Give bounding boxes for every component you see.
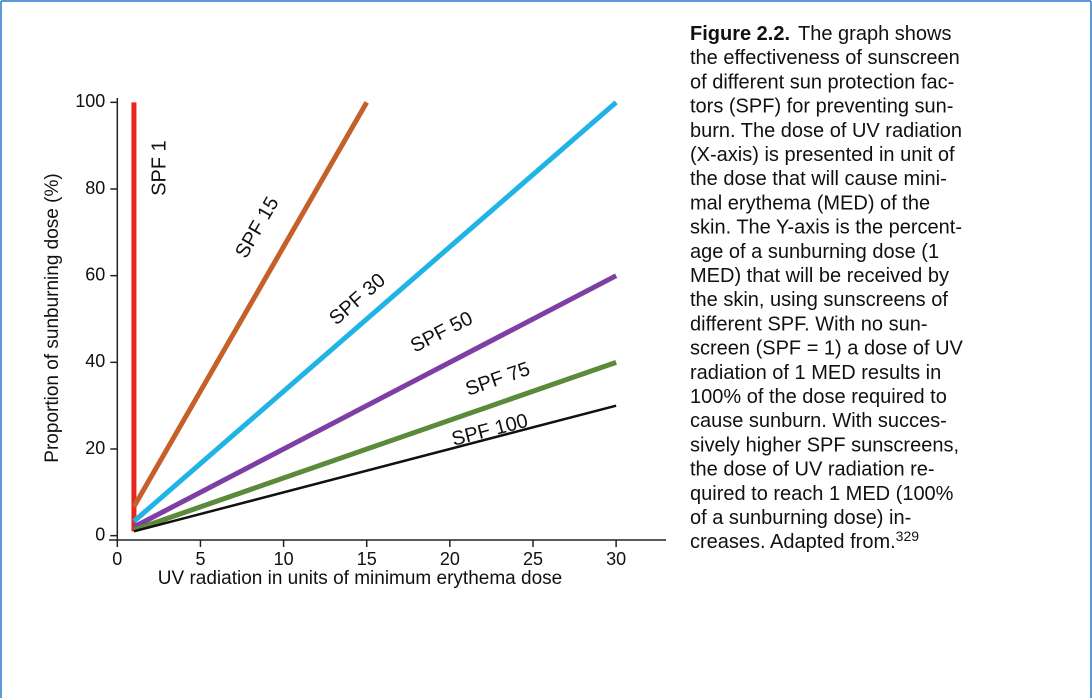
caption-text: creases. Adapted from. bbox=[690, 531, 896, 553]
caption-line: cause sunburn. With succes- bbox=[690, 410, 947, 432]
x-tick-label: 10 bbox=[274, 549, 294, 569]
caption-text: tors (SPF) for preventing sun- bbox=[690, 96, 953, 118]
caption-text: age of a sunburning dose (1 bbox=[690, 241, 939, 263]
caption-text: MED) that will be received by bbox=[690, 265, 949, 287]
x-tick-label: 20 bbox=[440, 549, 460, 569]
caption-text: of different sun protection fac- bbox=[690, 71, 954, 93]
x-tick-label: 5 bbox=[195, 549, 205, 569]
caption-line: mal erythema (MED) of the bbox=[690, 192, 930, 214]
series-label: SPF 50 bbox=[407, 307, 476, 357]
caption-text: screen (SPF = 1) a dose of UV bbox=[690, 338, 964, 360]
series-line bbox=[132, 100, 618, 524]
y-tick-label: 20 bbox=[85, 438, 105, 458]
caption-text: the skin, using sunscreens of bbox=[690, 289, 948, 311]
caption-line: screen (SPF = 1) a dose of UV bbox=[690, 338, 964, 360]
caption-text: different SPF. With no sun- bbox=[690, 313, 928, 335]
x-axis-title: UV radiation in units of minimum erythem… bbox=[158, 568, 562, 589]
series-line bbox=[133, 404, 617, 533]
series-label: SPF 30 bbox=[325, 269, 390, 329]
caption-line: of different sun protection fac- bbox=[690, 71, 954, 93]
caption-text: the dose of UV radiation re- bbox=[690, 459, 935, 481]
caption-text: cause sunburn. With succes- bbox=[690, 410, 947, 432]
caption-line: quired to reach 1 MED (100% bbox=[690, 483, 954, 505]
caption-line: different SPF. With no sun- bbox=[690, 313, 928, 335]
caption-line: 100% of the dose required to bbox=[690, 386, 947, 408]
y-tick-label: 80 bbox=[85, 178, 105, 198]
caption-line: the effectiveness of sunscreen bbox=[690, 47, 960, 69]
caption-text: mal erythema (MED) of the bbox=[690, 192, 930, 214]
series-line bbox=[131, 101, 369, 508]
caption-line: creases. Adapted from.329 bbox=[690, 528, 919, 553]
y-tick-label: 60 bbox=[85, 264, 105, 284]
y-axis-title: Proportion of sunburning dose (%) bbox=[42, 173, 63, 462]
caption-text: radiation of 1 MED results in bbox=[690, 362, 941, 384]
y-tick-label: 0 bbox=[95, 524, 105, 544]
caption-line: Figure 2.2. The graph shows bbox=[690, 23, 951, 45]
series-label: SPF 1 bbox=[148, 140, 170, 196]
caption-line: the dose of UV radiation re- bbox=[690, 459, 935, 481]
caption-text: skin. The Y-axis is the percent- bbox=[690, 217, 962, 239]
x-tick-label: 30 bbox=[606, 549, 626, 569]
x-tick-label: 0 bbox=[112, 549, 122, 569]
caption-line: burn. The dose of UV radiation bbox=[690, 120, 962, 142]
y-tick-label: 40 bbox=[85, 351, 105, 371]
caption-text: the dose that will cause mini- bbox=[690, 168, 947, 190]
caption-text: (X-axis) is presented in unit of bbox=[690, 144, 955, 166]
caption-line: (X-axis) is presented in unit of bbox=[690, 144, 955, 166]
caption-line: of a sunburning dose) in- bbox=[690, 507, 911, 529]
series-line bbox=[132, 273, 618, 530]
caption-line: age of a sunburning dose (1 bbox=[690, 241, 939, 263]
caption-line: skin. The Y-axis is the percent- bbox=[690, 217, 962, 239]
series-label: SPF 15 bbox=[231, 193, 283, 262]
caption-text: 100% of the dose required to bbox=[690, 386, 947, 408]
caption-text: the effectiveness of sunscreen bbox=[690, 47, 960, 69]
caption-line: radiation of 1 MED results in bbox=[690, 362, 941, 384]
x-tick-label: 25 bbox=[523, 549, 543, 569]
series-line bbox=[133, 359, 617, 533]
caption-text: quired to reach 1 MED (100% bbox=[690, 483, 954, 505]
caption-line: MED) that will be received by bbox=[690, 265, 949, 287]
x-tick-label: 15 bbox=[357, 549, 377, 569]
caption-text: burn. The dose of UV radiation bbox=[690, 120, 962, 142]
caption-line: the dose that will cause mini- bbox=[690, 168, 947, 190]
y-tick-label: 100 bbox=[75, 91, 105, 111]
caption-text: The graph shows bbox=[798, 23, 951, 45]
caption-text: of a sunburning dose) in- bbox=[690, 507, 911, 529]
caption-line: tors (SPF) for preventing sun- bbox=[690, 96, 953, 118]
caption-text: sively higher SPF sunscreens, bbox=[690, 434, 959, 456]
caption-line: sively higher SPF sunscreens, bbox=[690, 434, 959, 456]
caption-label: Figure 2.2. bbox=[690, 23, 790, 45]
caption-line: the skin, using sunscreens of bbox=[690, 289, 948, 311]
caption-reference: 329 bbox=[896, 528, 920, 544]
